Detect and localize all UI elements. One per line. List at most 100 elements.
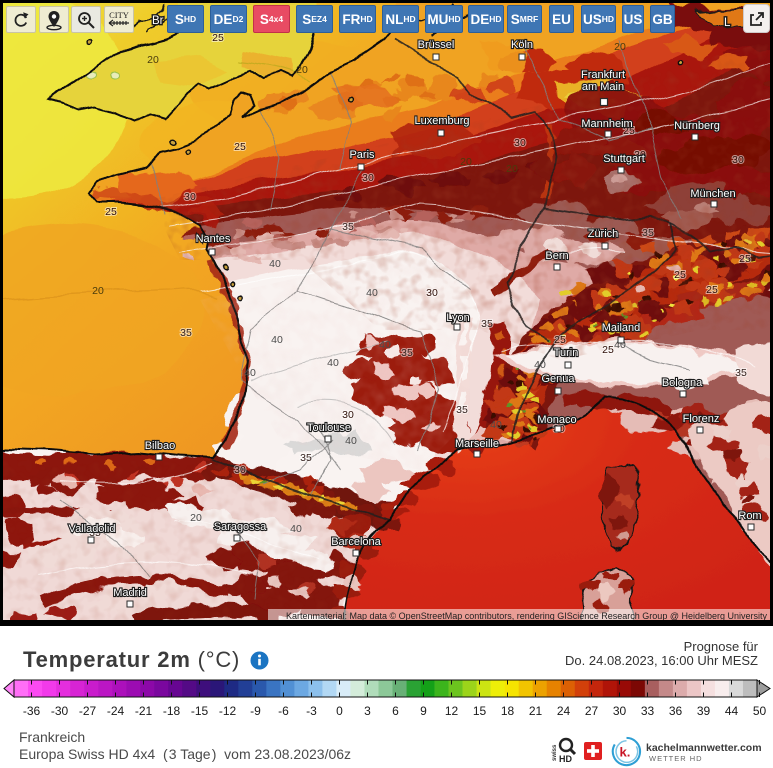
svg-text:40: 40	[345, 435, 357, 447]
svg-text:Toulouse: Toulouse	[307, 422, 351, 434]
svg-text:-9: -9	[250, 704, 261, 718]
svg-text:Bilbao: Bilbao	[145, 440, 176, 452]
svg-text:-12: -12	[219, 704, 237, 718]
svg-text:Brüssel: Brüssel	[418, 39, 455, 51]
svg-text:Br: Br	[152, 15, 164, 27]
svg-text:25: 25	[234, 141, 246, 153]
svg-text:Monaco: Monaco	[537, 414, 576, 426]
svg-text:Saragossa: Saragossa	[214, 521, 267, 533]
svg-text:25: 25	[674, 269, 686, 281]
svg-text:-27: -27	[79, 704, 97, 718]
svg-text:Marseille: Marseille	[455, 438, 499, 450]
svg-text:35: 35	[735, 367, 747, 379]
svg-text:25: 25	[739, 253, 751, 265]
svg-text:35: 35	[180, 327, 192, 339]
svg-text:Zürich: Zürich	[588, 228, 619, 240]
svg-text:20: 20	[190, 512, 202, 524]
svg-text:20: 20	[460, 156, 472, 168]
svg-text:30: 30	[514, 137, 526, 149]
svg-text:Köln: Köln	[511, 39, 533, 51]
svg-text:30: 30	[362, 172, 374, 184]
svg-text:Rom: Rom	[738, 510, 761, 522]
svg-text:50: 50	[753, 704, 767, 718]
svg-text:30: 30	[234, 464, 246, 476]
svg-text:-24: -24	[107, 704, 125, 718]
svg-text:25: 25	[623, 125, 635, 137]
svg-text:swiss: swiss	[552, 744, 558, 761]
svg-text:Madrid: Madrid	[113, 587, 147, 599]
svg-text:35: 35	[456, 404, 468, 416]
svg-text:15: 15	[473, 704, 487, 718]
svg-text:Nantes: Nantes	[196, 233, 231, 245]
svg-text:-15: -15	[191, 704, 209, 718]
svg-text:Turin: Turin	[554, 347, 579, 359]
svg-text:33: 33	[641, 704, 655, 718]
svg-text:12: 12	[445, 704, 459, 718]
svg-text:40: 40	[614, 339, 626, 351]
svg-text:35: 35	[401, 347, 413, 359]
svg-text:40: 40	[244, 367, 256, 379]
svg-text:-6: -6	[278, 704, 289, 718]
svg-text:25: 25	[212, 32, 224, 44]
svg-text:Paris: Paris	[349, 149, 375, 161]
svg-text:40: 40	[379, 339, 391, 351]
svg-text:25: 25	[706, 284, 718, 296]
svg-text:30: 30	[184, 191, 196, 203]
svg-text:Stuttgart: Stuttgart	[603, 153, 645, 165]
svg-text:Nürnberg: Nürnberg	[674, 120, 720, 132]
svg-text:Valladolid: Valladolid	[69, 523, 116, 535]
svg-text:Florenz: Florenz	[683, 413, 720, 425]
svg-text:Frankfurt: Frankfurt	[581, 69, 625, 81]
svg-text:25: 25	[554, 334, 566, 346]
svg-text:Lyon: Lyon	[446, 312, 469, 324]
svg-text:Mannheim: Mannheim	[581, 118, 632, 130]
svg-text:20: 20	[296, 64, 308, 76]
svg-text:25: 25	[105, 206, 117, 218]
svg-text:München: München	[690, 188, 735, 200]
svg-text:-36: -36	[23, 704, 41, 718]
svg-text:40: 40	[269, 258, 281, 270]
svg-text:L: L	[724, 17, 731, 29]
svg-text:40: 40	[290, 523, 302, 535]
svg-text:35: 35	[481, 318, 493, 330]
svg-text:35: 35	[342, 221, 354, 233]
svg-text:30: 30	[613, 704, 627, 718]
svg-text:40: 40	[366, 287, 378, 299]
svg-text:40: 40	[271, 334, 283, 346]
svg-text:40: 40	[490, 419, 502, 431]
svg-text:-30: -30	[51, 704, 69, 718]
svg-text:25: 25	[602, 344, 614, 356]
svg-text:am Main: am Main	[582, 81, 624, 93]
svg-text:20: 20	[92, 285, 104, 297]
svg-text:Bern: Bern	[545, 250, 568, 262]
svg-text:44: 44	[725, 704, 739, 718]
svg-text:35: 35	[300, 452, 312, 464]
svg-text:-18: -18	[163, 704, 181, 718]
svg-text:35: 35	[642, 227, 654, 239]
svg-text:-3: -3	[306, 704, 317, 718]
svg-text:6: 6	[392, 704, 399, 718]
svg-text:40: 40	[534, 359, 546, 371]
svg-text:Luxemburg: Luxemburg	[414, 115, 469, 127]
svg-text:30: 30	[732, 154, 744, 166]
svg-text:30: 30	[426, 287, 438, 299]
svg-text:Mailand: Mailand	[602, 322, 641, 334]
svg-text:20: 20	[506, 163, 518, 175]
svg-text:24: 24	[557, 704, 571, 718]
svg-text:3: 3	[364, 704, 371, 718]
svg-text:20: 20	[147, 54, 159, 66]
svg-text:30: 30	[634, 149, 646, 161]
svg-text:36: 36	[669, 704, 683, 718]
svg-text:CITY: CITY	[109, 10, 129, 20]
svg-text:20: 20	[614, 41, 626, 53]
svg-text:0: 0	[336, 704, 343, 718]
svg-text:27: 27	[585, 704, 599, 718]
svg-text:HD: HD	[559, 754, 572, 763]
svg-text:21: 21	[529, 704, 543, 718]
svg-text:Barcelona: Barcelona	[331, 536, 381, 548]
svg-text:40: 40	[327, 357, 339, 369]
svg-text:-21: -21	[135, 704, 153, 718]
svg-text:Kartenmaterial: Map data © Ope: Kartenmaterial: Map data © OpenStreetMap…	[286, 611, 767, 621]
svg-text:Bologna: Bologna	[662, 377, 703, 389]
svg-text:39: 39	[697, 704, 711, 718]
